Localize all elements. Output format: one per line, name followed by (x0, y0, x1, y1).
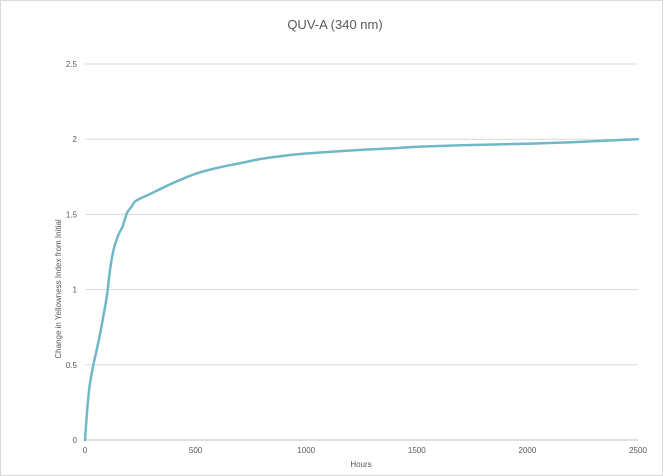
y-axis-title: Change in Yellowness Index from Initial (54, 219, 63, 358)
chart-title: QUV-A (340 nm) (287, 17, 382, 32)
series-group (83, 137, 640, 442)
y-tick-label: 0 (73, 436, 78, 445)
x-axis-ticks: 0 500 1000 1500 2000 2500 (83, 446, 648, 455)
x-tick-label: 500 (189, 446, 203, 455)
y-tick-label: 1 (73, 286, 78, 295)
x-tick-label: 2000 (519, 446, 537, 455)
x-axis-title: Hours (350, 460, 371, 469)
x-tick-label: 1000 (297, 446, 315, 455)
y-tick-label: 2 (73, 135, 78, 144)
y-tick-label: 1.5 (66, 210, 78, 219)
gridlines (85, 63, 638, 366)
x-tick-label: 1500 (408, 446, 426, 455)
y-tick-label: 0.5 (66, 361, 78, 370)
y-axis-ticks: 0 0.5 1 1.5 2 2.5 (66, 60, 78, 445)
x-tick-label: 0 (83, 446, 88, 455)
series-line (83, 137, 640, 442)
x-tick-label: 2500 (629, 446, 647, 455)
y-tick-label: 2.5 (66, 60, 78, 69)
